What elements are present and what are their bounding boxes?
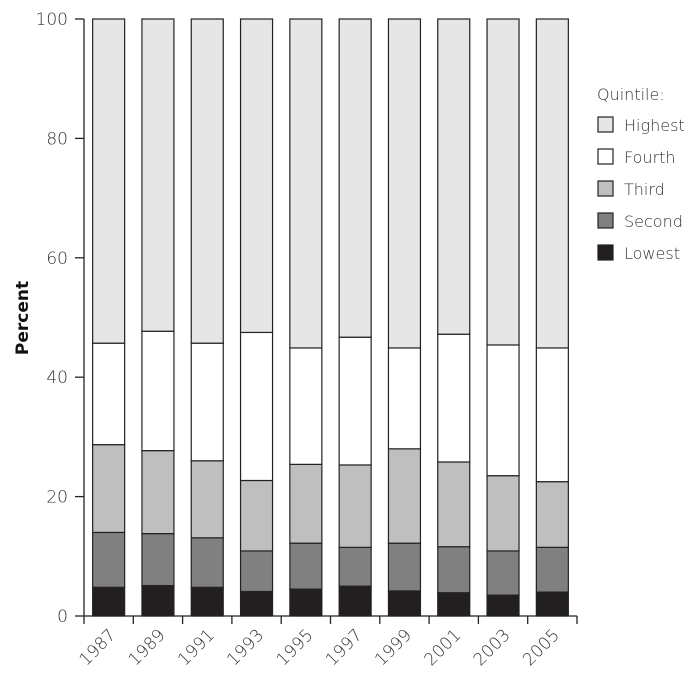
bar-1993-fourth <box>239 331 274 482</box>
x-tick-label-1997: 1997 <box>322 625 367 670</box>
bar-1989-highest <box>141 18 175 332</box>
bar-1987-second <box>92 531 126 588</box>
x-tick-label-2005: 2005 <box>519 625 564 670</box>
x-tick-label-2003: 2003 <box>470 625 515 670</box>
bar-2003-second <box>486 550 520 596</box>
legend-label-second: Second <box>624 212 683 231</box>
bar-1995-fourth <box>289 347 323 465</box>
bar-2005-second <box>535 546 569 593</box>
legend-swatch-lowest <box>597 244 614 261</box>
bar-1995-lowest <box>289 588 323 617</box>
legend: Quintile: Highest Fourth Third Second Lowest <box>597 85 685 263</box>
y-axis-label: Percent <box>13 281 33 355</box>
bar-1987-highest <box>92 18 126 344</box>
bar-1995-third <box>289 463 323 544</box>
bar-1991-second <box>190 537 224 588</box>
bar-1999-second <box>387 542 422 592</box>
bar-2001-third <box>437 461 471 548</box>
bars-group <box>92 18 569 617</box>
bar-1991-fourth <box>190 342 224 462</box>
bar-1999-fourth <box>387 347 422 450</box>
y-tick-label-0: 0 <box>57 607 68 627</box>
legend-swatch-third <box>597 180 614 197</box>
y-tick-label-60: 60 <box>46 249 68 269</box>
bar-1987-third <box>92 444 126 534</box>
bar-1995-highest <box>289 18 323 349</box>
x-tick-label-2001: 2001 <box>421 625 466 670</box>
x-tick-label-1995: 1995 <box>273 625 318 670</box>
bar-1989-fourth <box>141 330 175 452</box>
bar-1999-highest <box>387 18 422 349</box>
legend-label-fourth: Fourth <box>624 148 676 167</box>
legend-label-highest: Highest <box>624 116 685 135</box>
y-tick-label-40: 40 <box>46 368 68 388</box>
bar-2001-fourth <box>437 333 471 463</box>
legend-label-lowest: Lowest <box>624 244 680 263</box>
bar-2005-highest <box>535 18 569 349</box>
bar-1997-fourth <box>338 336 372 466</box>
y-tick-label-20: 20 <box>46 488 68 508</box>
legend-label-third: Third <box>624 180 665 199</box>
bar-1993-lowest <box>239 590 274 617</box>
bar-2001-lowest <box>437 592 471 617</box>
bar-1993-third <box>239 479 274 552</box>
bar-2005-lowest <box>535 591 569 617</box>
bar-1991-third <box>190 460 224 539</box>
bar-1999-third <box>387 448 422 544</box>
x-tick-label-1991: 1991 <box>174 625 219 670</box>
legend-swatch-highest <box>597 116 614 133</box>
legend-swatch-fourth <box>597 148 614 165</box>
bar-1991-lowest <box>190 586 224 617</box>
y-tick-label-80: 80 <box>46 129 68 149</box>
bar-1995-second <box>289 542 323 590</box>
bar-1997-second <box>338 546 372 587</box>
bar-1987-fourth <box>92 342 126 446</box>
bar-1993-second <box>239 550 274 593</box>
bar-1993-highest <box>239 18 274 334</box>
bar-1989-third <box>141 450 175 535</box>
legend-title: Quintile: <box>597 85 665 104</box>
bar-2003-third <box>486 475 520 552</box>
y-tick-label-100: 100 <box>36 10 68 30</box>
bar-1997-third <box>338 464 372 548</box>
bar-1997-highest <box>338 18 372 338</box>
legend-swatch-second <box>597 212 614 229</box>
x-tick-label-1993: 1993 <box>223 625 268 670</box>
bar-1987-lowest <box>92 586 126 617</box>
bar-1999-lowest <box>387 590 422 617</box>
bar-1989-second <box>141 533 175 587</box>
bar-1997-lowest <box>338 585 372 617</box>
x-tick-label-1987: 1987 <box>75 625 120 670</box>
x-tick-label-1989: 1989 <box>125 625 170 670</box>
bar-2001-second <box>437 546 471 594</box>
x-tick-label-1999: 1999 <box>371 625 416 670</box>
bar-2001-highest <box>437 18 471 335</box>
bar-2005-third <box>535 481 569 548</box>
bar-1991-highest <box>190 18 224 344</box>
bar-2005-fourth <box>535 347 569 483</box>
bar-2003-fourth <box>486 344 520 477</box>
bar-2003-highest <box>486 18 520 346</box>
bar-1989-lowest <box>141 584 175 617</box>
bar-2003-lowest <box>486 594 520 617</box>
